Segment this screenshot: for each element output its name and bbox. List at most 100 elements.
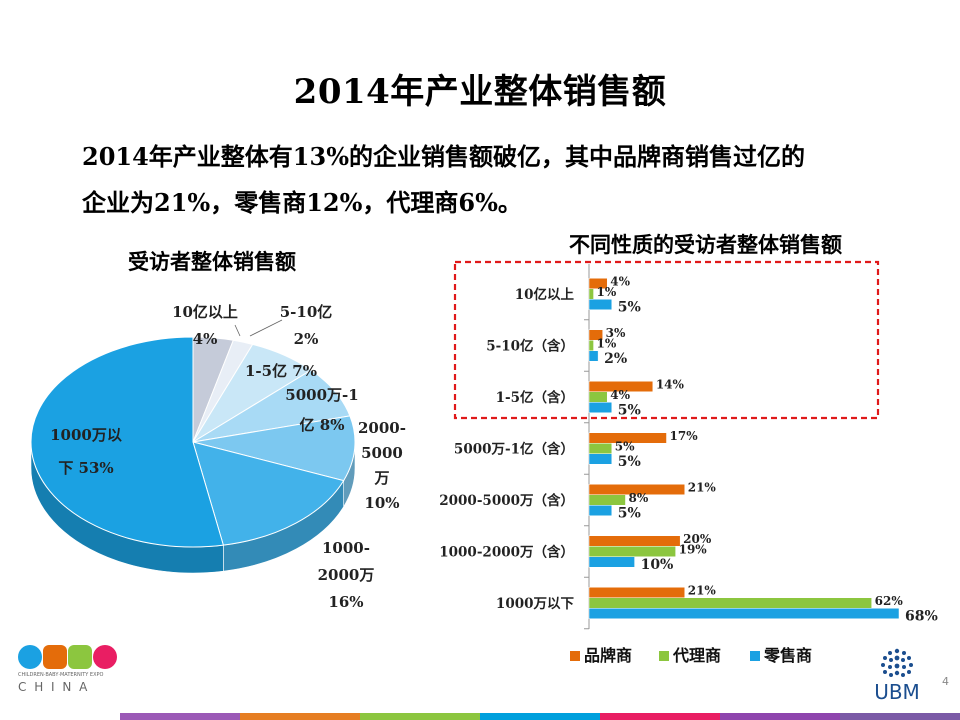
pie-label-6-0: 1000万以 (50, 426, 122, 444)
footer-segment-0 (120, 713, 240, 720)
bar-chart: 10亿以上4%1%5%5-10亿（含）3%1%2%1-5亿（含）14%4%5%5… (439, 260, 938, 665)
summary-line-1: 2014年产业整体有13%的企业销售额破亿，其中品牌商销售过亿的 (82, 142, 805, 171)
footer-segment-6 (840, 713, 960, 720)
bar-0-0 (588, 278, 608, 289)
pie-label-4-0: 2000- (358, 419, 406, 437)
ubm-logo: UBM (874, 648, 920, 704)
pie-label-1-1: 2% (294, 330, 319, 348)
bar-1-0 (588, 329, 603, 341)
value-label-5-2: 10% (641, 557, 674, 573)
value-label-1-1: 1% (597, 336, 617, 350)
footer-segment-3 (480, 713, 600, 720)
footer-segment-4 (600, 713, 720, 720)
legend-label-2: 零售商 (763, 646, 812, 665)
pie-slice-4 (192, 415, 356, 482)
category-label-4: 2000-5000万（含） (439, 492, 574, 509)
bar-6-0 (588, 587, 685, 598)
value-label-3-1: 5% (615, 439, 635, 453)
legend-label-1: 代理商 (672, 646, 721, 665)
bar-0-1 (588, 288, 594, 300)
pie-label-1-0: 5-10亿 (280, 303, 333, 321)
value-label-0-2: 5% (618, 299, 641, 315)
ubm-text: UBM (874, 680, 920, 704)
bar-3-0 (588, 432, 667, 444)
cbme-logo: CHILDREN·BABY·MATERNITY EXPO C H I N A (18, 645, 128, 705)
footer-segment-1 (240, 713, 360, 720)
value-label-5-0: 20% (683, 532, 712, 546)
cbme-letter-c (18, 645, 42, 669)
pie-chart-title: 受访者整体销售额 (128, 250, 296, 274)
cbme-letter-e (93, 645, 117, 669)
value-label-2-0: 14% (656, 377, 685, 391)
value-label-4-2: 5% (618, 505, 641, 521)
bar-2-0 (588, 381, 654, 392)
bar-0-2 (588, 299, 613, 310)
value-label-0-1: 1% (597, 285, 617, 299)
pie-chart: 10亿以上 4% 5-10亿 2% 1-5亿 7% 5000万-1 亿 8% 2000- 500… (30, 303, 406, 611)
bar-2-2 (588, 402, 613, 413)
bar-5-2 (588, 556, 635, 568)
bar-3-2 (588, 453, 613, 465)
bar-6-2 (588, 608, 900, 619)
summary-line-2: 企业为21%，零售商12%，代理商6%。 (82, 188, 522, 217)
value-label-6-0: 21% (688, 583, 717, 597)
value-label-3-2: 5% (618, 454, 641, 470)
pie-label-3-0: 5000万-1 (285, 386, 358, 404)
pie-leader-1 (249, 319, 283, 337)
value-label-4-1: 8% (628, 491, 648, 505)
pie-slice-5 (192, 441, 345, 546)
value-label-6-2: 68% (905, 608, 938, 624)
cbme-letter-b (43, 645, 67, 669)
pie-slice-6 (30, 336, 225, 548)
footer-color-strip (120, 713, 960, 720)
footer-segment-2 (360, 713, 480, 720)
category-label-5: 1000-2000万（含） (439, 544, 574, 561)
value-label-0-0: 4% (610, 274, 630, 288)
pie-label-4-1: 5000 (361, 444, 403, 462)
value-label-2-1: 4% (610, 388, 630, 402)
pie-label-3-1: 亿 8% (300, 416, 345, 434)
legend-swatch-0 (570, 651, 580, 661)
category-label-2: 1-5亿（含） (496, 389, 574, 406)
pie-label-5-2: 16% (328, 593, 363, 611)
pie-label-2-0: 1-5亿 7% (245, 362, 317, 380)
bar-3-1 (588, 443, 613, 454)
footer-segment-5 (720, 713, 840, 720)
category-label-3: 5000万-1亿（含） (454, 441, 574, 458)
pie-label-4-3: 10% (364, 494, 399, 512)
bar-5-1 (588, 546, 676, 557)
category-label-1: 5-10亿（含） (486, 338, 574, 355)
bar-4-0 (588, 484, 685, 495)
pie-label-4-2: 万 (373, 469, 389, 487)
bar-5-0 (588, 535, 681, 547)
value-label-6-1: 62% (875, 594, 904, 608)
cbme-letter-m (68, 645, 92, 669)
pie-label-0-1: 4% (193, 330, 218, 348)
value-label-1-2: 2% (604, 351, 627, 367)
value-label-2-2: 5% (618, 402, 641, 418)
bar-6-1 (588, 597, 872, 609)
category-label-0: 10亿以上 (515, 286, 575, 303)
bar-1-2 (588, 350, 599, 362)
bar-4-1 (588, 494, 626, 506)
value-label-4-0: 21% (688, 480, 717, 494)
value-label-1-0: 3% (606, 326, 626, 340)
bar-2-1 (588, 391, 608, 403)
bar-4-2 (588, 505, 613, 516)
pie-leader-0 (234, 324, 241, 337)
slide-title: 2014年产业整体销售额 (293, 72, 667, 112)
value-label-5-1: 19% (679, 542, 708, 556)
category-label-6: 1000万以下 (496, 596, 575, 612)
pie-label-5-0: 1000- (322, 539, 370, 557)
bar-1-1 (588, 340, 594, 351)
ubm-globe-icon (881, 648, 913, 677)
pie-label-5-1: 2000万 (318, 566, 375, 584)
pie-label-6-1: 下 53% (58, 459, 113, 477)
bar-chart-title: 不同性质的受访者整体销售额 (569, 233, 842, 257)
highlight-box (453, 260, 880, 420)
page-number: 4 (942, 675, 949, 688)
legend-swatch-2 (750, 651, 760, 661)
pie-label-0-0: 10亿以上 (172, 303, 238, 321)
legend-label-0: 品牌商 (584, 646, 632, 665)
legend-swatch-1 (659, 651, 669, 661)
